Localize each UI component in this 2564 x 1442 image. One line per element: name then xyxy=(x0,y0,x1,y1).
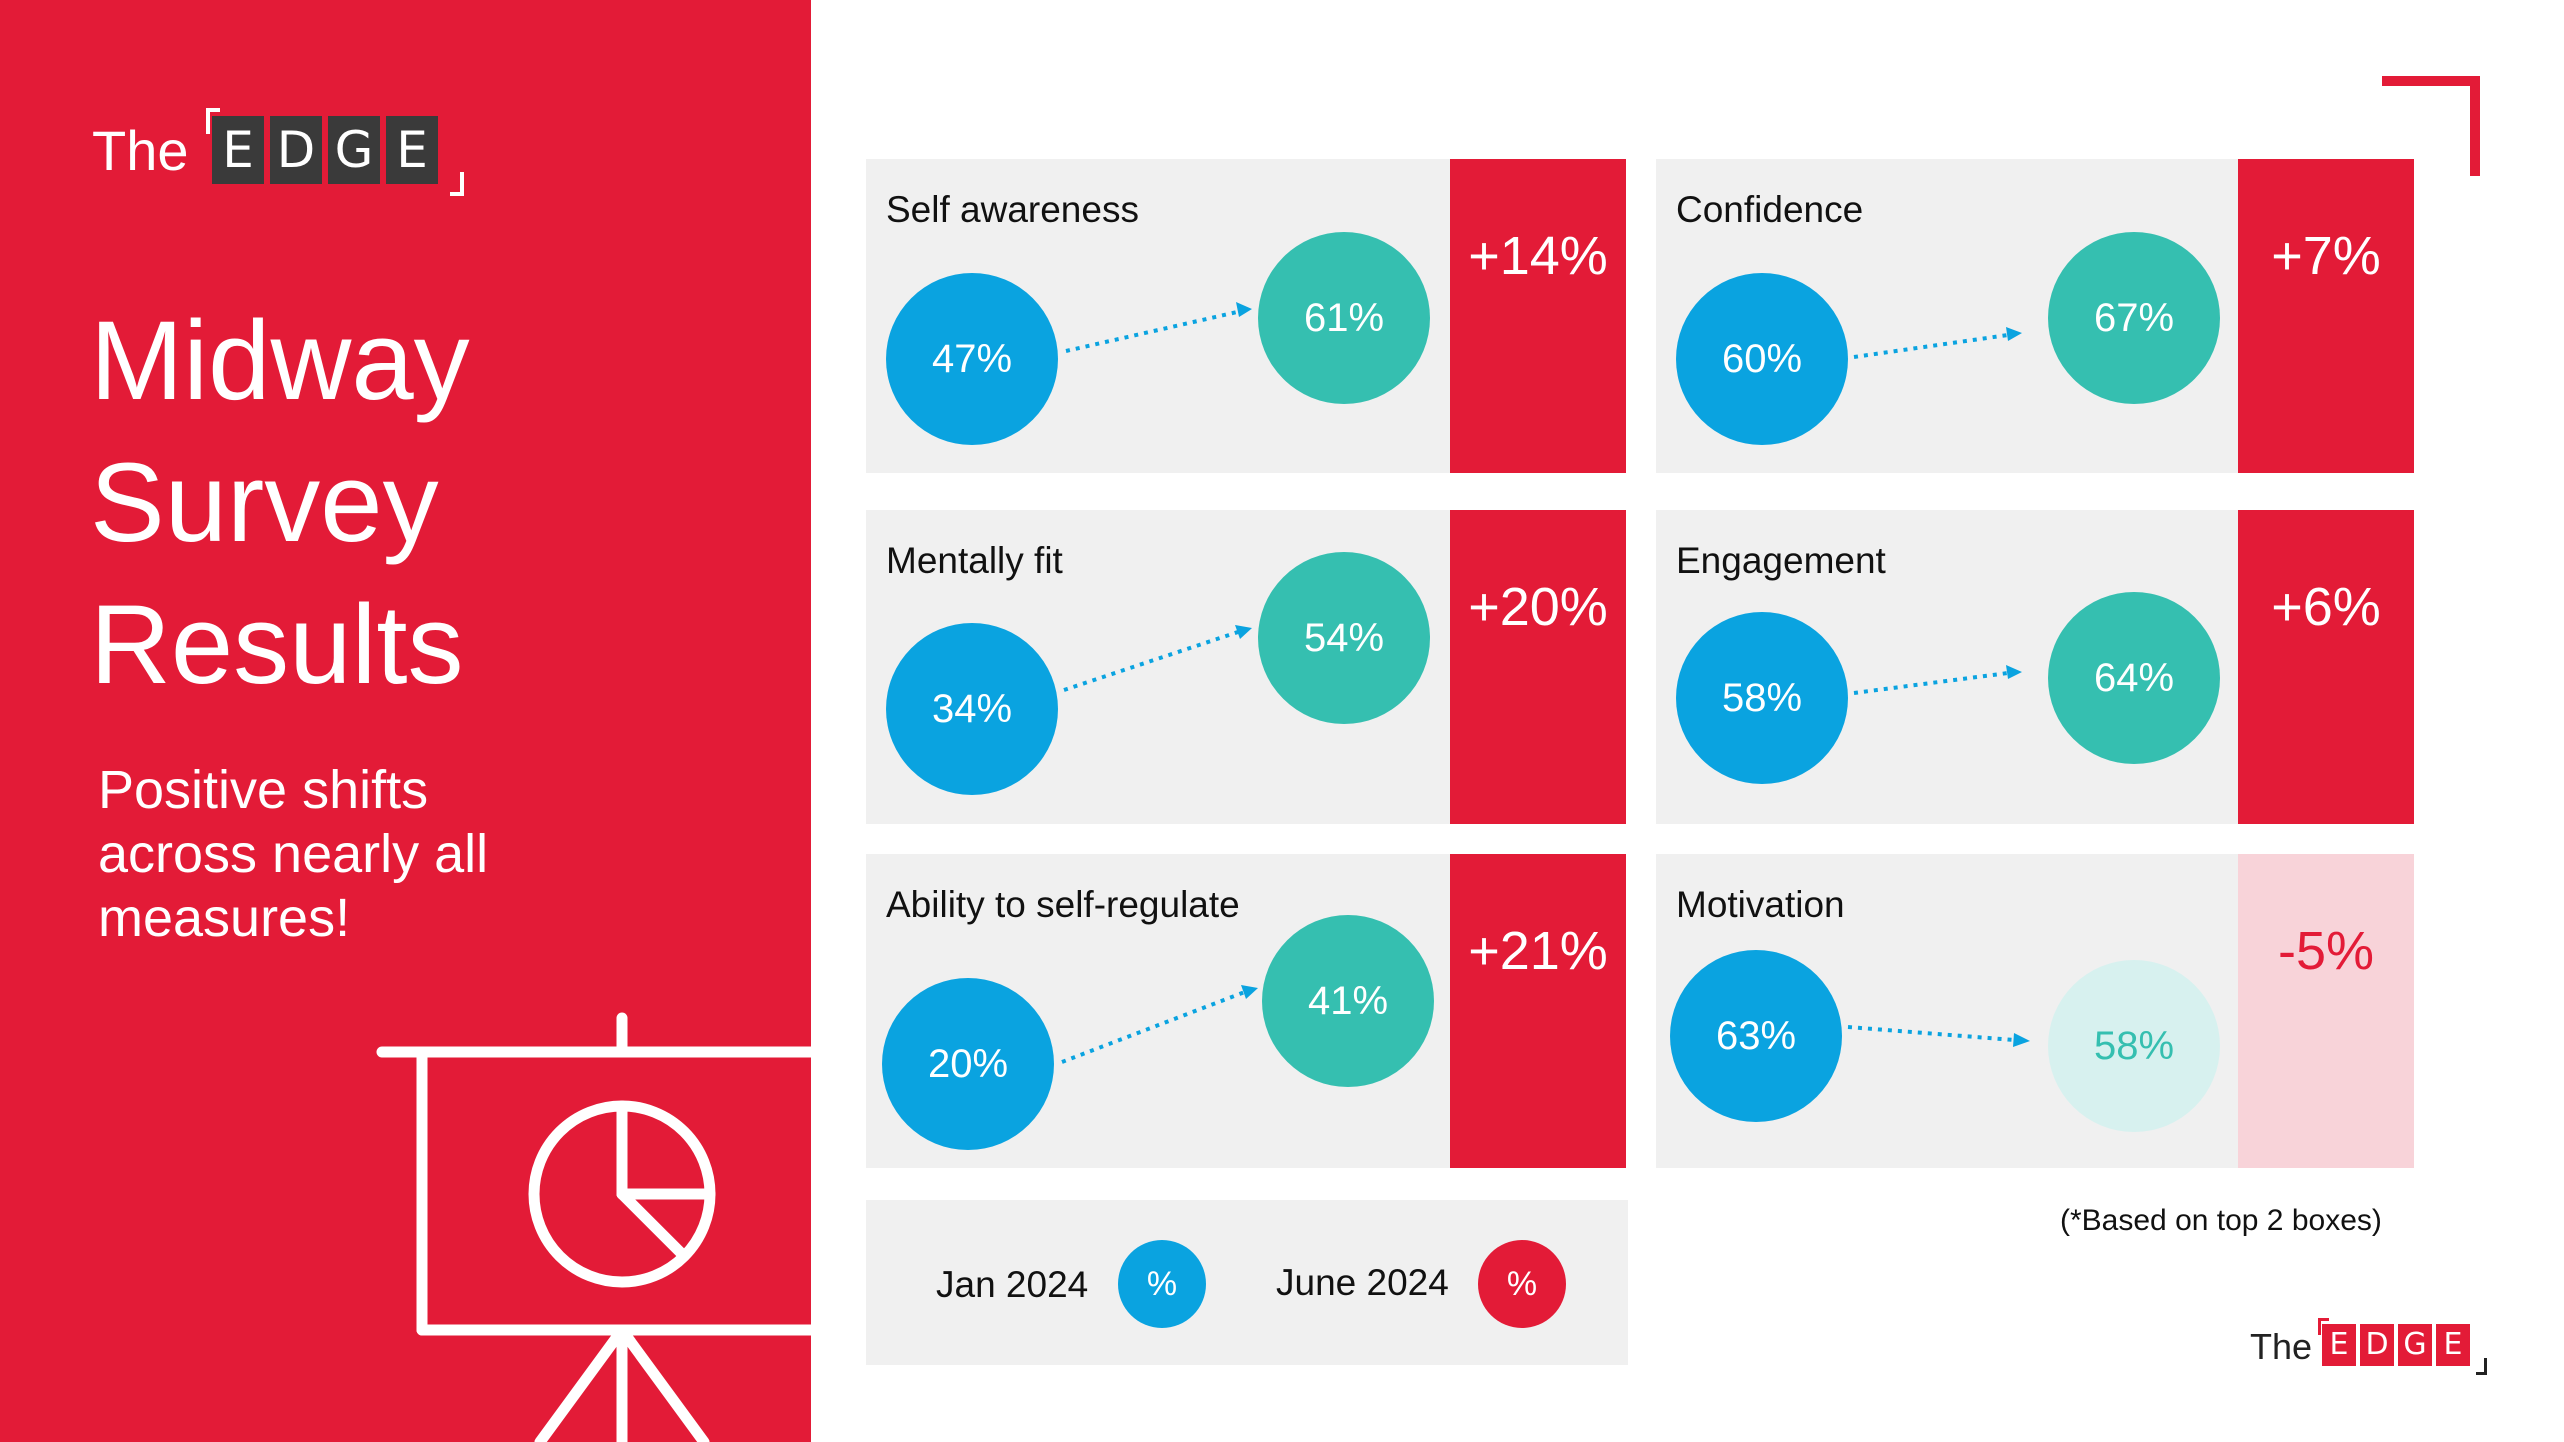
delta-box: +14% xyxy=(1450,159,1626,473)
logo-prefix: The xyxy=(92,119,189,182)
legend-jan-label: Jan 2024 xyxy=(936,1264,1089,1305)
logo-letter-3: G xyxy=(328,116,380,184)
dotted-arrow xyxy=(1061,985,1258,1064)
subtitle-line-3: measures! xyxy=(98,888,351,948)
panel-confidence: Confidence 60% 67% +7% xyxy=(1656,159,2414,473)
jan-circle: 58% xyxy=(1676,612,1848,784)
panel-label: Ability to self-regulate xyxy=(886,884,1240,925)
presentation-board-pie-chart-icon xyxy=(376,1012,811,1442)
logo-letter-3: G xyxy=(2398,1324,2432,1366)
legend-jan-swatch: % xyxy=(1118,1240,1206,1328)
jan-circle: 60% xyxy=(1676,273,1848,445)
june-circle: 54% xyxy=(1258,552,1430,724)
subtitle-line-1: Positive shifts xyxy=(98,760,429,820)
june-circle: 58% xyxy=(2048,960,2220,1132)
legend: Jan 2024 % June 2024 % xyxy=(866,1200,1628,1365)
panel-label: Self awareness xyxy=(886,189,1139,230)
dotted-arrow xyxy=(1847,1025,2030,1047)
june-circle: 64% xyxy=(2048,592,2220,764)
logo-letter-2: D xyxy=(2360,1324,2394,1366)
jan-circle: 63% xyxy=(1670,950,1842,1122)
june-circle: 41% xyxy=(1262,915,1434,1087)
dotted-arrow xyxy=(1853,665,2022,695)
delta-box: +20% xyxy=(1450,510,1626,824)
left-panel: The E D G E Midway Survey Results Positi… xyxy=(0,0,811,1442)
dotted-arrow xyxy=(1063,625,1252,692)
page-title: Midway Survey Results xyxy=(90,290,470,716)
logo-letter-4: E xyxy=(2436,1324,2470,1366)
dotted-arrow xyxy=(1853,327,2022,359)
corner-bracket-icon xyxy=(2382,76,2480,176)
dotted-arrow xyxy=(1065,302,1252,353)
logo-letter-1: E xyxy=(2322,1324,2356,1366)
logo-letter-1: E xyxy=(212,116,264,184)
panel-label: Motivation xyxy=(1676,884,1845,925)
footnote: (*Based on top 2 boxes) xyxy=(2060,1204,2382,1237)
panel-label: Engagement xyxy=(1676,540,1886,581)
june-circle: 67% xyxy=(2048,232,2220,404)
panel-mentally-fit: Mentally fit 34% 54% +20% xyxy=(866,510,1626,824)
june-circle: 61% xyxy=(1258,232,1430,404)
delta-box: +21% xyxy=(1450,854,1626,1168)
delta-box: -5% xyxy=(2238,854,2414,1168)
subtitle-line-2: across nearly all xyxy=(98,824,489,884)
legend-june-label: June 2024 xyxy=(1276,1262,1449,1303)
title-line-3: Results xyxy=(90,582,464,707)
panel-engagement: Engagement 58% 64% +6% xyxy=(1656,510,2414,824)
panel-self-awareness: Self awareness 47% 61% +14% xyxy=(866,159,1626,473)
panel-ability-to-self-regulate: Ability to self-regulate 20% 41% +21% xyxy=(866,854,1626,1168)
delta-box: +6% xyxy=(2238,510,2414,824)
logo-letter-2: D xyxy=(270,116,322,184)
panel-label: Confidence xyxy=(1676,189,1864,230)
logo-letter-4: E xyxy=(386,116,438,184)
title-line-2: Survey xyxy=(90,440,439,565)
subtitle: Positive shifts across nearly all measur… xyxy=(98,758,488,950)
jan-circle: 47% xyxy=(886,273,1058,445)
legend-june-swatch: % xyxy=(1478,1240,1566,1328)
panel-label: Mentally fit xyxy=(886,540,1063,581)
jan-circle: 34% xyxy=(886,623,1058,795)
panel-motivation: Motivation 63% 58% -5% xyxy=(1656,854,2414,1168)
delta-box: +7% xyxy=(2238,159,2414,473)
title-line-1: Midway xyxy=(90,298,470,423)
logo-prefix: The xyxy=(2250,1326,2313,1367)
jan-circle: 20% xyxy=(882,978,1054,1150)
